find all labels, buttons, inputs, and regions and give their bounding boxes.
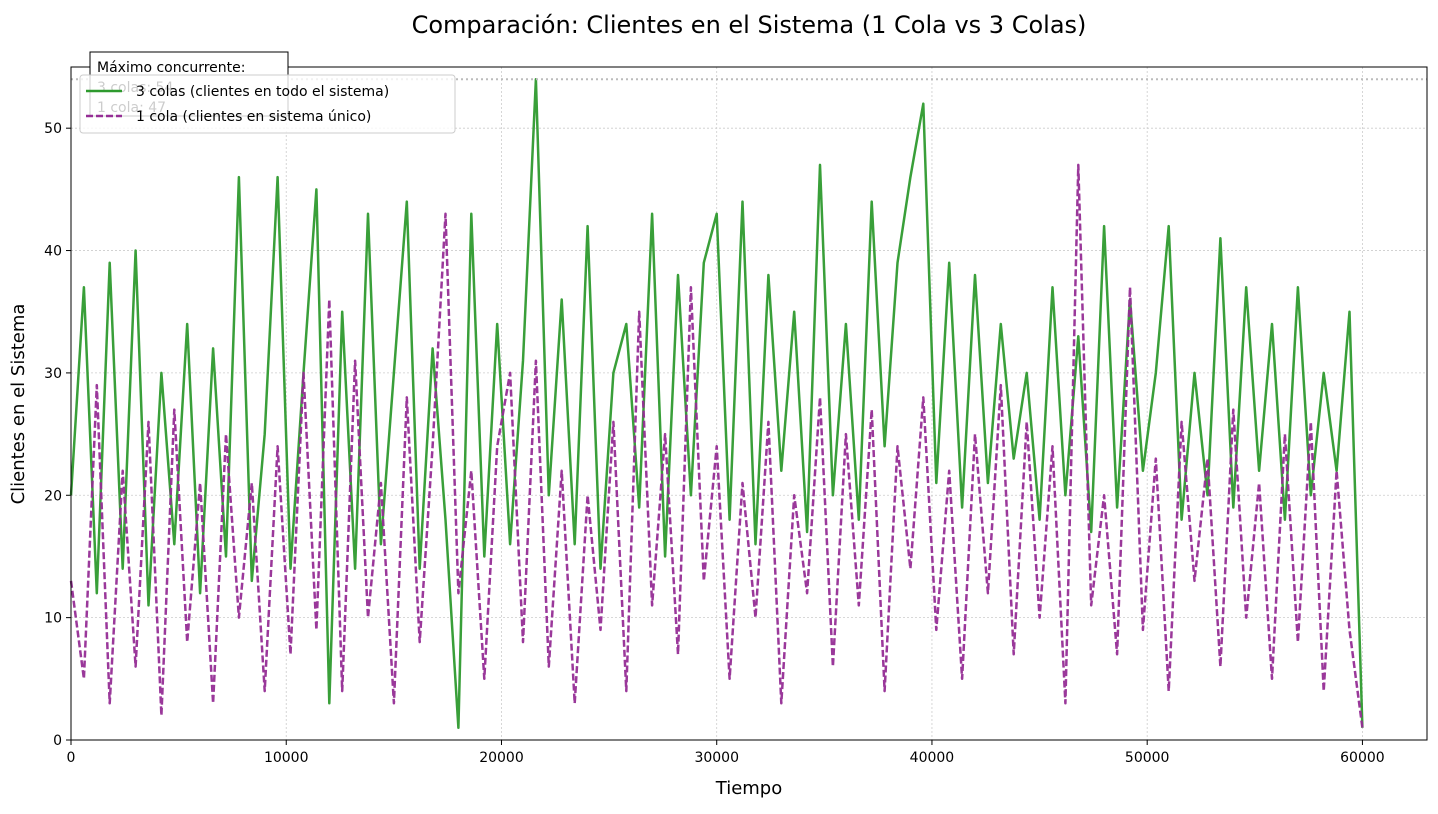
legend: 3 colas (clientes en todo el sistema) 1 c… [79, 74, 456, 134]
series-line [69, 163, 1364, 728]
x-tick-label: 50000 [1125, 750, 1170, 766]
y-axis-label: Clientes en el Sistema [8, 304, 29, 505]
x-tick-label: 20000 [479, 750, 524, 766]
x-tick-label: 30000 [694, 750, 739, 766]
plot-frame [70, 66, 1428, 741]
legend-box [79, 74, 456, 134]
x-tick-label: 10000 [264, 750, 309, 766]
series-line [69, 77, 1364, 730]
x-tick-label: 40000 [910, 750, 955, 766]
y-tick-label: 30 [44, 366, 62, 382]
y-tick-label: 50 [44, 121, 62, 137]
y-tick-label: 10 [44, 611, 62, 627]
chart-title: Comparación: Clientes en el Sistema (1 C… [412, 11, 1087, 39]
annotation-text: Máximo concurrente: [97, 60, 245, 76]
y-tick-label: 0 [53, 733, 62, 749]
x-tick-label: 0 [67, 750, 76, 766]
legend-label: 1 cola (clientes en sistema único) [136, 109, 371, 125]
y-tick-label: 40 [44, 244, 62, 260]
x-tick-label: 60000 [1340, 750, 1385, 766]
legend-label: 3 colas (clientes en todo el sistema) [136, 84, 389, 100]
y-tick-label: 20 [44, 488, 62, 504]
x-axis-label: Tiempo [715, 778, 783, 799]
